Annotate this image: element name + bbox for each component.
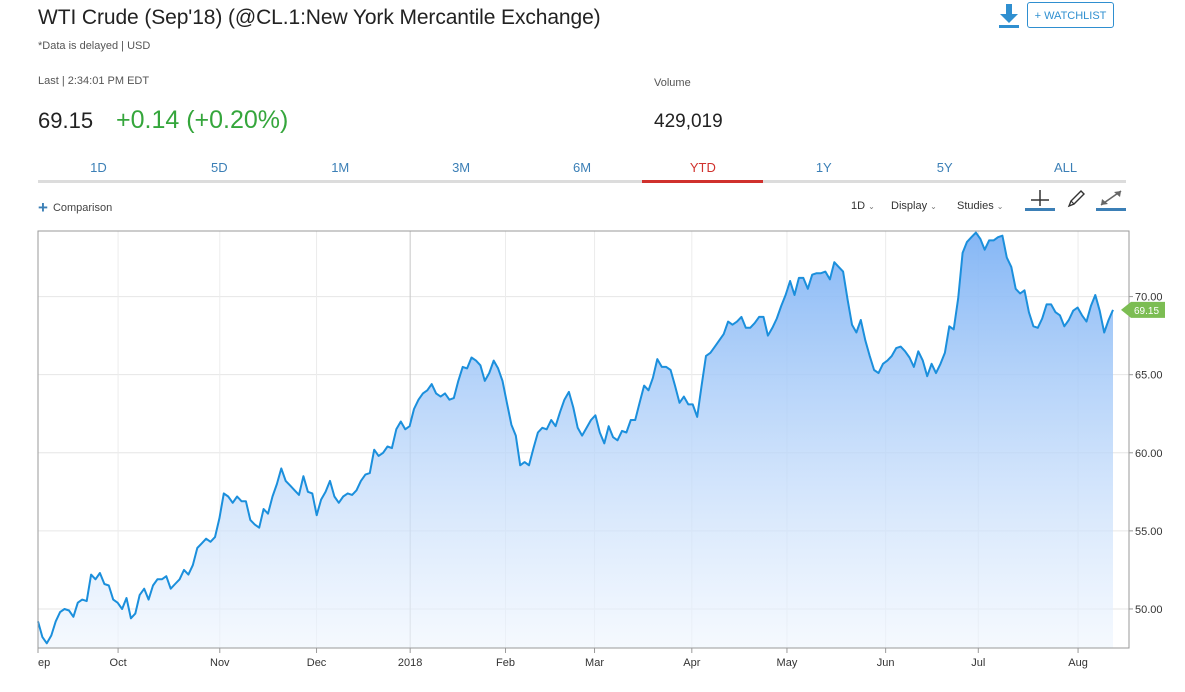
x-axis: ep Oct Nov Dec 2018 Feb Mar Apr May Jun Jul Aug: [37, 648, 1088, 669]
tab-5d[interactable]: 5D: [211, 160, 228, 175]
x-tick-label: May: [777, 657, 798, 669]
x-tick-label: Jul: [971, 657, 985, 669]
tab-1m[interactable]: 1M: [331, 160, 350, 175]
chevron-down-icon: ⌄: [996, 202, 1004, 211]
expand-icon[interactable]: [1096, 189, 1126, 211]
x-tick-label: Jun: [877, 657, 895, 669]
x-tick-label: Oct: [110, 657, 127, 669]
tab-all[interactable]: ALL: [1054, 160, 1078, 175]
studies-label: Studies: [957, 200, 994, 212]
time-range-tabs: 1D 5D 1M 3M 6M YTD 1Y 5Y ALL: [38, 158, 1126, 183]
y-tick-label: 70.00: [1135, 292, 1163, 304]
comparison-button[interactable]: + Comparison: [38, 198, 112, 218]
y-axis: 50.00 55.00 60.00 65.00 70.00: [1129, 292, 1163, 616]
price-area: [38, 232, 1113, 648]
last-price-tag: 69.15: [1121, 301, 1165, 318]
download-icon[interactable]: [998, 3, 1020, 29]
tab-5y[interactable]: 5Y: [936, 160, 953, 175]
x-tick-label: ep: [38, 657, 50, 669]
x-tick-label: Aug: [1068, 657, 1088, 669]
price-change: +0.14 (+0.20%): [116, 106, 289, 134]
x-tick-label: Feb: [496, 657, 515, 669]
x-tick-label: Mar: [585, 657, 604, 669]
tab-6m[interactable]: 6M: [572, 160, 592, 175]
volume-value: 429,019: [654, 111, 723, 132]
last-price: 69.15: [38, 108, 94, 133]
plot-frame: [37, 230, 1130, 649]
plus-icon: +: [38, 198, 48, 217]
x-tick-label: 2018: [398, 657, 422, 669]
tab-ytd[interactable]: YTD: [642, 158, 764, 183]
x-tick-label: Dec: [307, 657, 327, 669]
chevron-down-icon: ⌄: [868, 202, 875, 211]
interval-dropdown[interactable]: 1D ⌄: [851, 200, 875, 212]
y-tick-label: 60.00: [1135, 448, 1163, 460]
display-label: Display: [891, 200, 928, 212]
tab-1y[interactable]: 1Y: [815, 160, 832, 175]
studies-dropdown[interactable]: Studies ⌄: [957, 200, 1003, 212]
chevron-down-icon: ⌄: [930, 202, 937, 211]
y-tick-label: 50.00: [1135, 604, 1163, 616]
price-line: [37, 231, 1114, 645]
x-tick-label: Apr: [683, 657, 700, 669]
last-trade-time: Last | 2:34:01 PM EDT: [38, 75, 150, 87]
x-tick-label: Nov: [210, 657, 230, 669]
volume-label: Volume: [654, 77, 691, 89]
price-chart[interactable]: 50.00 55.00 60.00 65.00 70.00 ep Oct Nov Dec 201…: [0, 228, 1185, 692]
tab-1d[interactable]: 1D: [90, 160, 107, 175]
y-tick-label: 65.00: [1135, 370, 1163, 382]
display-dropdown[interactable]: Display ⌄: [891, 200, 937, 212]
pencil-icon[interactable]: [1063, 189, 1089, 211]
interval-label: 1D: [851, 200, 866, 212]
last-price-tag-label: 69.15: [1134, 306, 1159, 317]
last-price-tag-shape: [1121, 301, 1165, 318]
y-tick-label: 55.00: [1135, 526, 1163, 538]
crosshair-icon[interactable]: [1025, 189, 1055, 211]
data-delayed-note: *Data is delayed | USD: [38, 40, 151, 52]
page-title: WTI Crude (Sep'18) (@CL.1:New York Merca…: [38, 6, 601, 29]
add-to-watchlist-button[interactable]: + WATCHLIST: [1027, 2, 1114, 28]
comparison-label: Comparison: [52, 202, 113, 214]
tab-3m[interactable]: 3M: [452, 160, 471, 175]
